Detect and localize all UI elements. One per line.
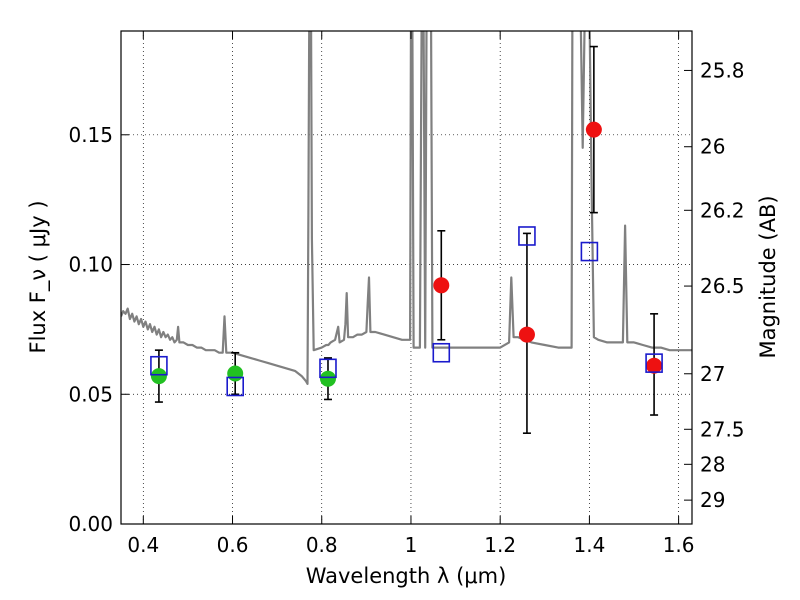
- plot-frame: [120, 30, 693, 525]
- data-points-layer: [150, 45, 663, 434]
- model-square-marker: [319, 358, 337, 379]
- x-tick-label: 1.6: [663, 533, 695, 557]
- right-tick-label: 28: [700, 452, 725, 476]
- model-square-marker: [645, 353, 663, 373]
- x-tick-label: 1.4: [573, 533, 605, 557]
- right-tick-label: 26.5: [700, 274, 745, 298]
- y-tick-label: 0.10: [68, 253, 113, 277]
- spectrum-layer: [121, 31, 692, 385]
- photometry-point: [150, 368, 167, 385]
- right-tick-label: 27.5: [700, 417, 745, 441]
- model-square-marker: [580, 241, 599, 262]
- model-square-marker: [150, 355, 168, 376]
- right-tick-label: 26: [700, 135, 725, 159]
- y-tick-label: 0.00: [68, 512, 113, 536]
- photometry-point: [585, 121, 602, 138]
- plot-background: [121, 31, 692, 524]
- right-tick-label: 26.2: [700, 198, 745, 222]
- model-square-marker: [518, 226, 536, 246]
- x-tick-label: 0.6: [217, 533, 249, 557]
- right-tick-label: 25.8: [700, 58, 745, 82]
- right-axis-label: Magnitude (AB): [756, 195, 780, 358]
- photometry-point: [227, 365, 244, 382]
- photometry-point: [319, 370, 336, 387]
- axis-ticks: 0.4 0.6 0.8 1 1.2 1.4 1.6 0.00 0.05 0.10 0.15 25.8 2…: [68, 31, 745, 557]
- spectrum-line: [121, 31, 692, 385]
- y-tick-label: 0.05: [68, 382, 113, 406]
- x-tick-label: 0.8: [306, 533, 338, 557]
- model-square-marker: [432, 342, 451, 363]
- right-tick-label: 29: [700, 488, 725, 512]
- x-tick-label: 1.2: [484, 533, 516, 557]
- photometry-point: [646, 357, 663, 374]
- x-axis-label: Wavelength λ (μm): [306, 564, 507, 588]
- model-square-marker: [226, 376, 244, 397]
- x-tick-label: 0.4: [127, 533, 159, 557]
- y-tick-label: 0.15: [68, 123, 113, 147]
- x-tick-label: 1: [405, 533, 418, 557]
- photometry-point: [518, 326, 535, 343]
- y-axis-label: Flux F_ν ( μJy ): [26, 200, 51, 353]
- right-tick-label: 27: [700, 362, 725, 386]
- photometry-point: [433, 277, 450, 294]
